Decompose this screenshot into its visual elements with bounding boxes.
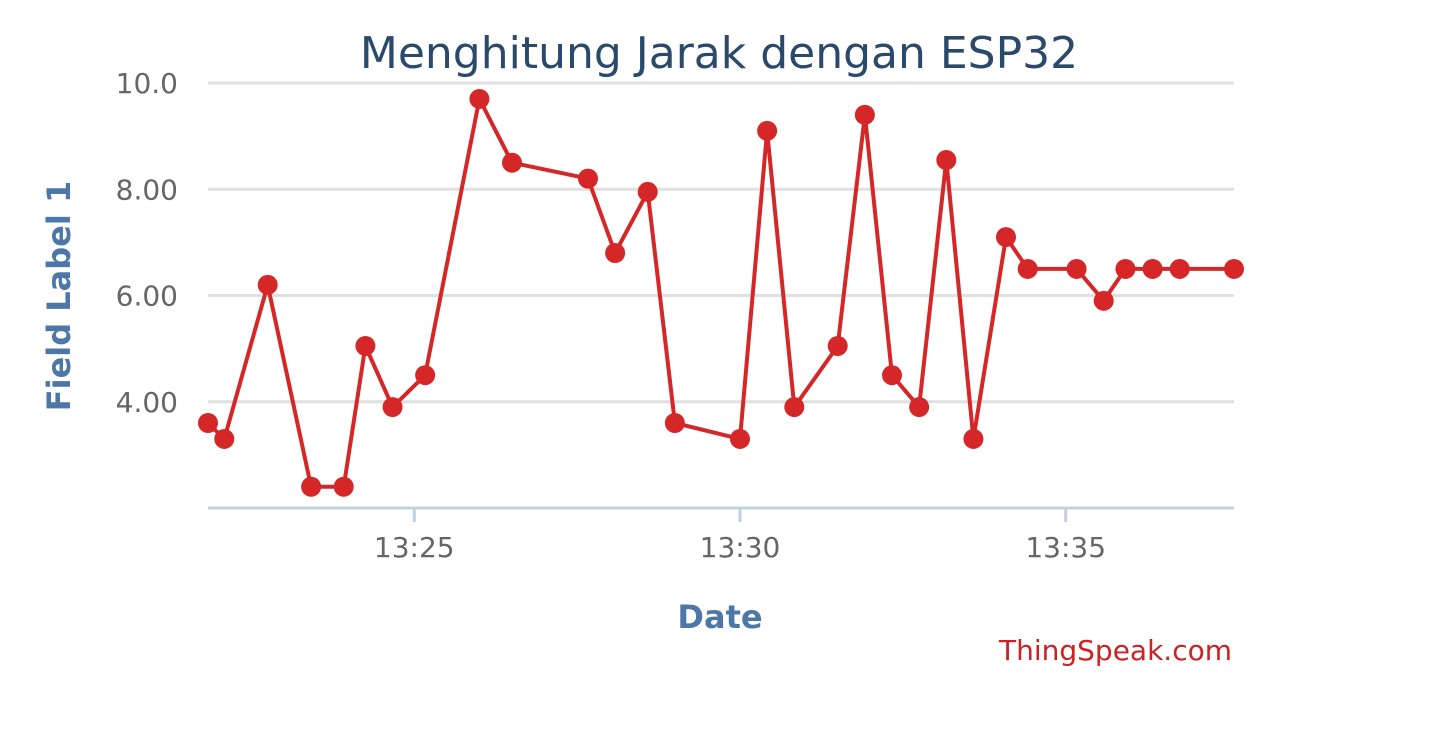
data-point[interactable] [936, 150, 957, 171]
data-point[interactable] [1093, 290, 1114, 311]
data-point[interactable] [214, 428, 235, 449]
data-point[interactable] [578, 168, 598, 189]
y-tick-label: 8.00 [116, 173, 178, 206]
y-tick-label: 10.0 [116, 67, 178, 100]
y-tick-label: 6.00 [116, 280, 178, 313]
x-axis-title: Date [677, 598, 762, 636]
data-point[interactable] [882, 365, 902, 386]
data-point[interactable] [382, 397, 403, 418]
data-point[interactable] [605, 243, 626, 263]
data-point[interactable] [637, 181, 658, 202]
data-point[interactable] [827, 335, 848, 356]
data-point[interactable] [333, 476, 354, 497]
x-tick-label: 13:30 [700, 531, 781, 564]
x-tick-label: 13:25 [374, 531, 455, 564]
data-point[interactable] [996, 227, 1016, 248]
data-point[interactable] [854, 104, 875, 125]
data-point[interactable] [1115, 258, 1136, 279]
data-point[interactable] [502, 152, 522, 173]
x-axis-ticks: 13:25 13:30 13:35 [374, 508, 1106, 564]
y-axis-ticks: 4.00 6.00 8.00 10.0 [116, 67, 178, 419]
series-group [198, 88, 1244, 497]
data-point[interactable] [664, 413, 685, 433]
data-point[interactable] [757, 120, 778, 141]
data-point[interactable] [1017, 258, 1038, 279]
credit-link[interactable]: ThingSpeak.com [998, 634, 1232, 667]
y-grid [208, 81, 1234, 404]
data-point[interactable] [963, 428, 984, 449]
chart-title: Menghitung Jarak dengan ESP32 [360, 28, 1078, 79]
y-axis-title: Field Label 1 [40, 181, 78, 412]
data-point[interactable] [257, 274, 278, 295]
data-point[interactable] [784, 397, 805, 418]
data-point[interactable] [198, 413, 218, 433]
data-point[interactable] [1169, 258, 1190, 279]
data-point[interactable] [1066, 258, 1087, 279]
data-point[interactable] [415, 365, 436, 386]
series-line [206, 96, 1234, 489]
data-point[interactable] [909, 397, 930, 418]
data-point[interactable] [1224, 258, 1244, 279]
y-tick-label: 4.00 [116, 386, 178, 419]
data-point[interactable] [730, 428, 750, 449]
data-point[interactable] [355, 335, 376, 356]
data-point[interactable] [469, 88, 490, 109]
data-point[interactable] [301, 476, 322, 497]
x-tick-label: 13:35 [1025, 531, 1106, 564]
data-point[interactable] [1142, 258, 1163, 279]
